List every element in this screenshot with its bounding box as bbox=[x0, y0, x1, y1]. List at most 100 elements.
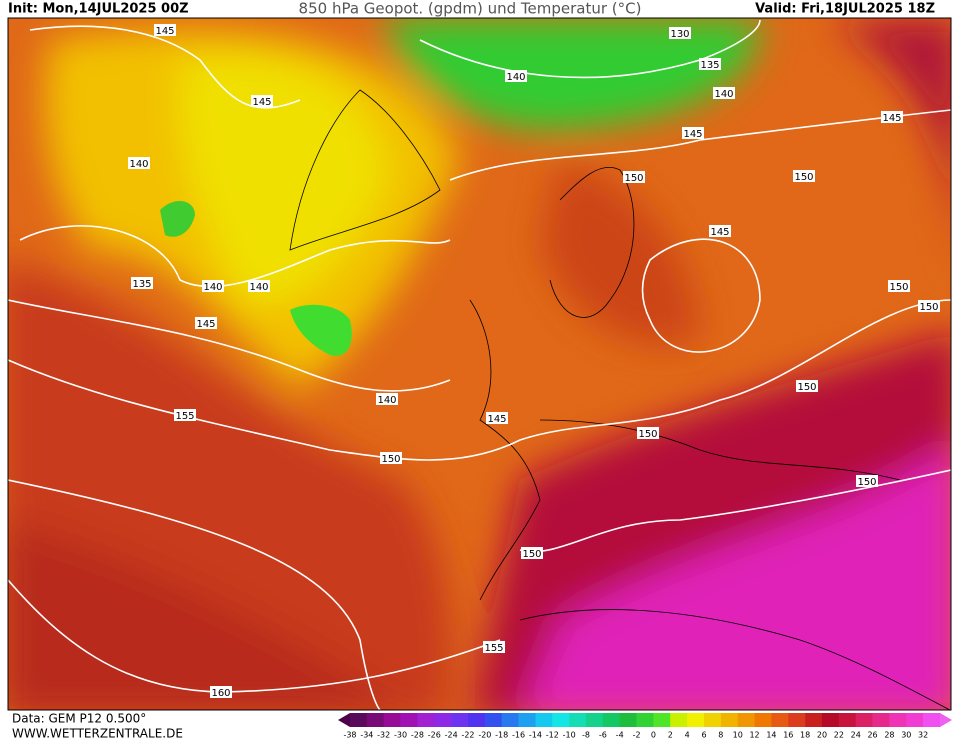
map-area: 145 130 135 140 140 145 145 145 140 150 150 145 135 1… bbox=[8, 18, 951, 710]
colorbar-cell bbox=[636, 713, 654, 727]
contour-label-box bbox=[483, 641, 505, 653]
colorbar-label: -16 bbox=[512, 731, 525, 740]
contour-label: 130 bbox=[670, 29, 689, 40]
contour-label: 150 bbox=[919, 302, 938, 313]
contour-label: 150 bbox=[381, 454, 400, 465]
contour-label: 145 bbox=[155, 26, 174, 37]
colorbar-label: 20 bbox=[817, 731, 827, 740]
colorbar-cell bbox=[569, 713, 587, 727]
contour-label-box bbox=[699, 58, 721, 70]
colorbar-label: -12 bbox=[546, 731, 559, 740]
valid-time: Valid: Fri,18JUL2025 18Z bbox=[755, 2, 935, 17]
colorbar-label: 14 bbox=[766, 731, 776, 740]
colorbar-cell bbox=[468, 713, 486, 727]
colorbar-label: -4 bbox=[616, 731, 624, 740]
contour-label: 150 bbox=[797, 382, 816, 393]
colorbar-cell bbox=[838, 713, 857, 727]
contour-label-box bbox=[521, 547, 543, 559]
colorbar-cell bbox=[805, 713, 823, 727]
contour-label: 135 bbox=[700, 60, 719, 71]
colorbar-cell bbox=[501, 713, 519, 727]
init-time: Init: Mon,14JUL2025 00Z bbox=[8, 2, 189, 17]
contour-label-box bbox=[380, 452, 402, 464]
contour-label: 145 bbox=[683, 129, 702, 140]
contour-label-box bbox=[856, 475, 878, 487]
contour-label-box bbox=[195, 317, 217, 329]
colorbar-cell bbox=[552, 713, 570, 727]
contour-label-box bbox=[918, 300, 940, 312]
contour-label: 140 bbox=[506, 72, 525, 83]
contour-label: 135 bbox=[132, 279, 151, 290]
contour-label-box bbox=[623, 171, 645, 183]
contour-label: 145 bbox=[196, 319, 215, 330]
contour-label-box bbox=[376, 393, 398, 405]
colorbar-cell bbox=[855, 713, 873, 727]
contour-label: 145 bbox=[487, 414, 506, 425]
colorbar-cell bbox=[653, 713, 671, 727]
colorbar-cell bbox=[923, 713, 941, 727]
colorbar-cell bbox=[906, 713, 924, 727]
colorbar-cell bbox=[535, 713, 553, 727]
colorbar-cell bbox=[788, 713, 806, 727]
contour-label-box bbox=[713, 87, 735, 99]
colorbar-cell bbox=[737, 713, 755, 727]
contour-label-box bbox=[709, 225, 731, 237]
colorbar-label: 2 bbox=[668, 731, 673, 740]
colorbar-label: 24 bbox=[851, 731, 861, 740]
website: WWW.WETTERZENTRALE.DE bbox=[12, 727, 183, 741]
colorbar-cell bbox=[586, 713, 604, 727]
contour-label: 155 bbox=[484, 643, 503, 654]
colorbar-cell bbox=[754, 713, 772, 727]
data-source: Data: GEM P12 0.500° bbox=[12, 712, 146, 726]
colorbar-label: 10 bbox=[733, 731, 743, 740]
colorbar-arrow bbox=[940, 713, 952, 727]
colorbar-label: 6 bbox=[701, 731, 706, 740]
colorbar: -38 -34 -32 -30 -28 -26 -24 -22 -20 -18 -16 -14 -12-… bbox=[338, 713, 952, 740]
contour-label-box bbox=[888, 280, 910, 292]
colorbar-label: 28 bbox=[884, 731, 894, 740]
colorbar-cell bbox=[400, 713, 418, 727]
colorbar-label: -22 bbox=[461, 731, 474, 740]
contour-label: 150 bbox=[794, 172, 813, 183]
colorbar-cell bbox=[350, 713, 368, 727]
colorbar-cell bbox=[771, 713, 789, 727]
contour-label-box bbox=[637, 427, 659, 439]
colorbar-label: 16 bbox=[783, 731, 793, 740]
colorbar-label: -30 bbox=[394, 731, 407, 740]
colorbar-cell bbox=[417, 713, 435, 727]
colorbar-label: -10 bbox=[563, 731, 576, 740]
colorbar-label: -14 bbox=[529, 731, 542, 740]
contour-label-box bbox=[505, 70, 527, 82]
colorbar-cell bbox=[484, 713, 503, 727]
colorbar-cell bbox=[670, 713, 688, 727]
colorbar-label: 12 bbox=[749, 731, 759, 740]
colorbar-label: 22 bbox=[834, 731, 844, 740]
contour-label: 140 bbox=[377, 395, 396, 406]
colorbar-cell bbox=[383, 713, 401, 727]
colorbar-cell bbox=[822, 713, 840, 727]
contour-label-box bbox=[486, 412, 508, 424]
colorbar-cell bbox=[602, 713, 621, 727]
contour-label-box bbox=[796, 380, 818, 392]
colorbar-label: -20 bbox=[478, 731, 491, 740]
contour-label-box bbox=[669, 27, 691, 39]
colorbar-cell bbox=[720, 713, 739, 727]
contour-label: 140 bbox=[129, 159, 148, 170]
colorbar-cell bbox=[889, 713, 907, 727]
contour-label-box bbox=[131, 277, 153, 289]
colorbar-label: -34 bbox=[360, 731, 373, 740]
contour-label-box bbox=[251, 95, 273, 107]
contour-label: 140 bbox=[203, 282, 222, 293]
contour-label-box bbox=[248, 280, 270, 292]
colorbar-cell bbox=[704, 713, 722, 727]
contour-label: 140 bbox=[714, 89, 733, 100]
contour-label-box bbox=[128, 157, 150, 169]
colorbar-label: -26 bbox=[428, 731, 441, 740]
colorbar-cell bbox=[518, 713, 536, 727]
contour-label: 145 bbox=[882, 113, 901, 124]
colorbar-label: 0 bbox=[651, 731, 656, 740]
contour-label: 140 bbox=[249, 282, 268, 293]
map-frame bbox=[7, 17, 952, 711]
colorbar-label: 26 bbox=[867, 731, 877, 740]
